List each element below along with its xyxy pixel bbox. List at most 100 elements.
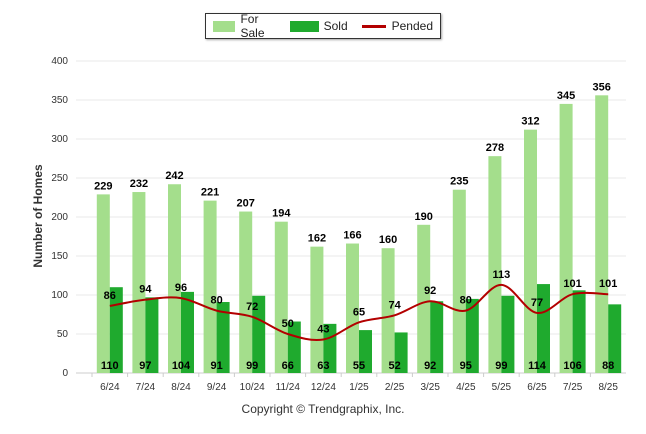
y-tick-label: 50 [57, 329, 69, 340]
for-sale-swatch [213, 20, 236, 32]
sold-data-label: 114 [528, 360, 547, 372]
pended-data-label: 74 [388, 299, 401, 311]
sold-data-label: 88 [602, 360, 614, 372]
for-sale-bar [168, 184, 181, 373]
x-tick-label: 8/24 [171, 382, 191, 393]
for-sale-data-label: 356 [593, 81, 611, 93]
pended-series-line [109, 283, 609, 341]
x-tick-label: 8/25 [598, 382, 618, 393]
copyright: Copyright © Trendgraphix, Inc. [241, 402, 405, 416]
for-sale-data-label: 232 [130, 178, 148, 190]
for-sale-data-label: 278 [486, 142, 504, 154]
for-sale-bar [203, 200, 217, 373]
legend-label-sold: Sold [323, 19, 348, 33]
for-sale-bar [381, 248, 395, 373]
x-tick-label: 5/25 [492, 382, 512, 393]
y-axis-label: Number of Homes [31, 164, 45, 268]
for-sale-data-label: 345 [557, 90, 575, 102]
sold-bar [109, 287, 123, 373]
y-tick-label: 350 [51, 95, 68, 106]
for-sale-bar [524, 129, 537, 373]
for-sale-bar [274, 221, 288, 373]
sold-bar [537, 284, 550, 373]
x-tick-label: 7/24 [136, 382, 156, 393]
pended-data-label: 72 [246, 301, 258, 313]
sold-bar [501, 295, 515, 373]
y-tick-label: 400 [51, 56, 68, 67]
legend-item-sold[interactable]: Sold [289, 19, 348, 33]
sold-data-label: 63 [317, 360, 329, 372]
for-sale-data-label: 221 [201, 187, 219, 199]
y-tick-label: 250 [51, 173, 68, 184]
y-axis-ticks: 0 50 100 150 200 250 300 350 400 [51, 56, 68, 379]
for-sale-bar [96, 194, 110, 373]
sold-swatch [289, 20, 319, 32]
legend-item-pended[interactable]: Pended [361, 19, 433, 33]
pended-data-label: 43 [317, 323, 329, 335]
sold-bar [572, 290, 586, 373]
pended-line [109, 283, 609, 341]
sold-bar [465, 298, 479, 373]
sold-bar [608, 304, 622, 373]
pended-data-label: 80 [460, 295, 472, 307]
sold-bar [216, 302, 230, 373]
legend-item-for-sale[interactable]: For Sale [213, 12, 276, 40]
legend-label-pended: Pended [391, 19, 433, 33]
y-tick-label: 0 [62, 368, 68, 379]
pended-data-label: 50 [282, 318, 294, 330]
sold-bar [181, 291, 194, 373]
sold-data-label: 91 [210, 360, 222, 372]
sold-data-label: 95 [460, 360, 472, 372]
sold-data-label: 97 [139, 360, 151, 372]
pended-data-label: 94 [139, 284, 152, 296]
x-tick-label: 7/25 [563, 382, 583, 393]
x-tick-label: 10/24 [240, 382, 265, 393]
for-sale-bar [239, 211, 253, 373]
sold-data-label: 106 [563, 360, 581, 372]
for-sale-bar [595, 95, 609, 373]
for-sale-data-label: 235 [450, 176, 468, 188]
sold-data-label: 52 [388, 360, 400, 372]
pended-swatch [361, 24, 386, 28]
x-tick-label: 12/24 [311, 382, 336, 393]
for-sale-data-label: 229 [94, 180, 112, 192]
x-tick-label: 4/25 [456, 382, 476, 393]
sold-data-label: 55 [353, 360, 365, 372]
pended-data-label: 96 [175, 282, 187, 294]
legend: For Sale Sold Pended [205, 12, 441, 40]
sold-bar [394, 332, 408, 373]
x-tick-label: 6/24 [100, 382, 120, 393]
for-sale-data-label: 166 [343, 230, 361, 242]
sold-data-label: 92 [424, 360, 436, 372]
sold-data-label: 99 [495, 360, 507, 372]
x-tick-label: 1/25 [349, 382, 369, 393]
pended-data-label: 80 [210, 295, 222, 307]
sold-data-label: 66 [282, 360, 294, 372]
for-sale-data-label: 194 [272, 208, 291, 220]
for-sale-data-label: 160 [379, 234, 397, 246]
sold-data-label: 110 [101, 360, 119, 372]
sold-bar [359, 330, 372, 373]
x-tick-label: 9/24 [207, 382, 227, 393]
y-tick-label: 200 [51, 212, 68, 223]
for-sale-data-label: 242 [165, 170, 183, 182]
pended-data-label: 101 [599, 278, 617, 290]
for-sale-bar [452, 189, 466, 373]
sold-data-label: 104 [172, 360, 191, 372]
for-sale-bar [310, 246, 324, 373]
x-tick-label: 11/24 [276, 382, 301, 393]
for-sale-bar [559, 103, 573, 374]
for-sale-bar [132, 192, 146, 373]
sold-data-label: 99 [246, 360, 258, 372]
legend-label-for-sale: For Sale [240, 12, 265, 40]
for-sale-bar [488, 156, 502, 373]
for-sale-data-label: 162 [308, 233, 326, 245]
y-tick-label: 300 [51, 134, 68, 145]
x-tick-label: 3/25 [420, 382, 440, 393]
sold-bar [430, 301, 444, 373]
x-tick-label: 2/25 [385, 382, 405, 393]
for-sale-data-label: 190 [415, 211, 433, 223]
data-labels: 229 110 232 97 242 104 221 91 207 99 194 66 162 63 166… [94, 81, 617, 372]
pended-data-label: 86 [104, 290, 116, 302]
pended-data-label: 101 [563, 278, 581, 290]
